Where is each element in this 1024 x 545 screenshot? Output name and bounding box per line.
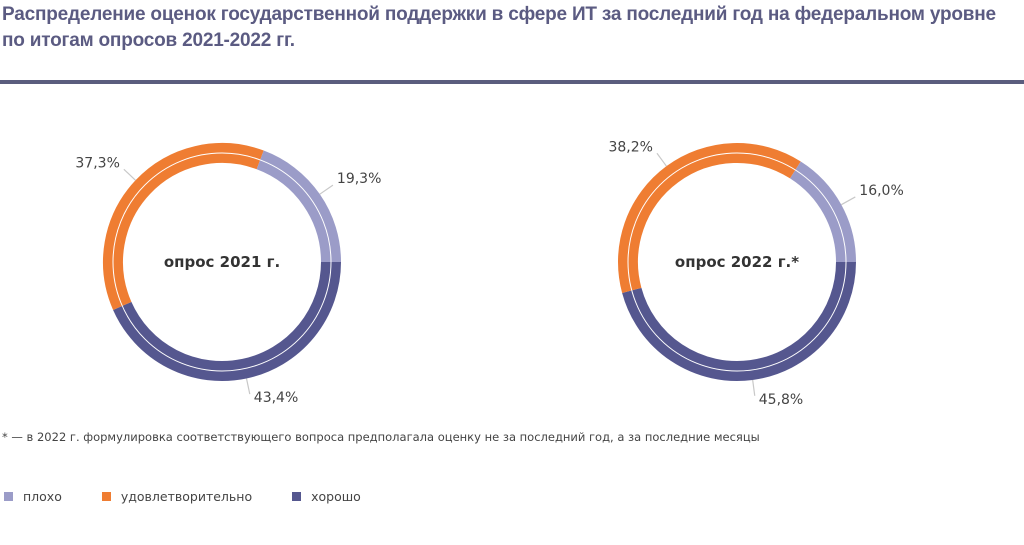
donut-segment-1: [113, 261, 341, 381]
data-label: 16,0%: [859, 183, 903, 199]
leader-line: [123, 168, 136, 181]
leader-line: [319, 184, 334, 195]
donut-inner-line: [627, 152, 847, 372]
leader-line: [840, 196, 856, 206]
legend-label: хорошо: [311, 489, 361, 504]
leader-line: [245, 378, 251, 395]
donut-segment-1: [622, 261, 856, 381]
legend-swatch: [4, 492, 13, 501]
data-label: 45,8%: [759, 392, 803, 408]
chart-title: Распределение оценок государственной под…: [2, 4, 996, 51]
data-label: 37,3%: [75, 155, 119, 171]
legend-item-good: хорошо: [292, 489, 361, 504]
center-label: опрос 2021 г.: [164, 253, 280, 271]
data-label: 38,2%: [608, 139, 652, 155]
data-label: 43,4%: [254, 390, 298, 406]
legend-label: плохо: [23, 489, 62, 504]
center-label: опрос 2022 г.*: [675, 253, 799, 271]
legend-item-bad: плохо: [4, 489, 62, 504]
leader-line: [752, 379, 756, 396]
legend: плохо удовлетворительно хорошо: [4, 489, 401, 504]
legend-label: удовлетворительно: [120, 489, 253, 504]
title-divider: [0, 80, 1024, 84]
donut-segment-3: [256, 150, 341, 263]
donut-inner-line: [112, 152, 332, 372]
leader-line: [656, 152, 667, 167]
footnote: * — в 2022 г. формулировка соответствующ…: [2, 430, 760, 444]
legend-swatch: [101, 492, 111, 501]
data-label: 19,3%: [337, 171, 381, 187]
legend-swatch: [292, 492, 302, 501]
legend-item-satisfactory: удовлетворительно: [101, 489, 253, 504]
donut-segment-2: [103, 143, 264, 310]
donut-segment-3: [789, 161, 856, 263]
